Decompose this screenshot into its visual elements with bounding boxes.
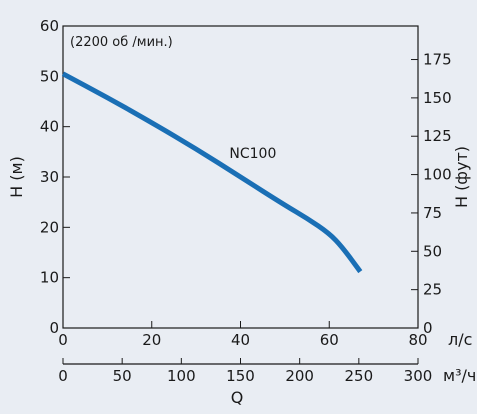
right-tick-label: 25 bbox=[423, 281, 442, 299]
right-tick-label: 175 bbox=[423, 51, 452, 69]
right-tick-label: 0 bbox=[423, 319, 433, 337]
m3h-unit-label: м³/ч bbox=[443, 366, 476, 385]
left-axis-ticks: 0 10 20 30 40 50 60 bbox=[40, 17, 70, 337]
right-tick-label: 75 bbox=[423, 204, 442, 222]
left-axis-label: H (м) bbox=[7, 156, 26, 198]
m3h-tick-label: 150 bbox=[226, 367, 255, 385]
right-axis-ticks: 0 25 50 75 100 125 150 175 bbox=[411, 51, 452, 337]
ls-tick-label: 20 bbox=[142, 331, 161, 349]
right-tick-label: 100 bbox=[423, 166, 452, 184]
right-tick-label: 50 bbox=[423, 242, 442, 260]
right-axis-label: H (фут) bbox=[452, 146, 471, 208]
ls-axis-ticks: 0 20 40 60 80 bbox=[58, 321, 428, 349]
left-tick-label: 30 bbox=[40, 168, 59, 186]
left-tick-label: 60 bbox=[40, 17, 59, 35]
left-tick-label: 40 bbox=[40, 118, 59, 136]
left-tick-label: 10 bbox=[40, 269, 59, 287]
m3h-tick-label: 250 bbox=[345, 367, 374, 385]
m3h-tick-label: 200 bbox=[285, 367, 314, 385]
x-axis-label: Q bbox=[231, 388, 244, 407]
m3h-tick-label: 0 bbox=[58, 367, 68, 385]
series-group: NC100 bbox=[61, 71, 363, 274]
speed-note: (2200 об /мин.) bbox=[70, 35, 173, 50]
left-tick-label: 20 bbox=[40, 218, 59, 236]
plot-frame bbox=[62, 25, 419, 365]
m3h-tick-label: 50 bbox=[113, 367, 132, 385]
left-tick-label: 0 bbox=[49, 319, 59, 337]
ls-tick-label: 80 bbox=[408, 331, 427, 349]
m3h-axis-ticks: 0 50 100 150 200 250 300 bbox=[58, 358, 432, 385]
ls-tick-label: 60 bbox=[320, 331, 339, 349]
left-tick-label: 50 bbox=[40, 67, 59, 85]
right-tick-label: 125 bbox=[423, 127, 452, 145]
ls-unit-label: л/с bbox=[448, 330, 472, 349]
series-label-nc100: NC100 bbox=[229, 146, 276, 162]
ls-tick-label: 40 bbox=[231, 331, 250, 349]
right-tick-label: 150 bbox=[423, 89, 452, 107]
m3h-tick-label: 300 bbox=[404, 367, 433, 385]
m3h-tick-label: 100 bbox=[167, 367, 196, 385]
ls-tick-label: 0 bbox=[58, 331, 68, 349]
curve-nc100 bbox=[61, 71, 363, 274]
